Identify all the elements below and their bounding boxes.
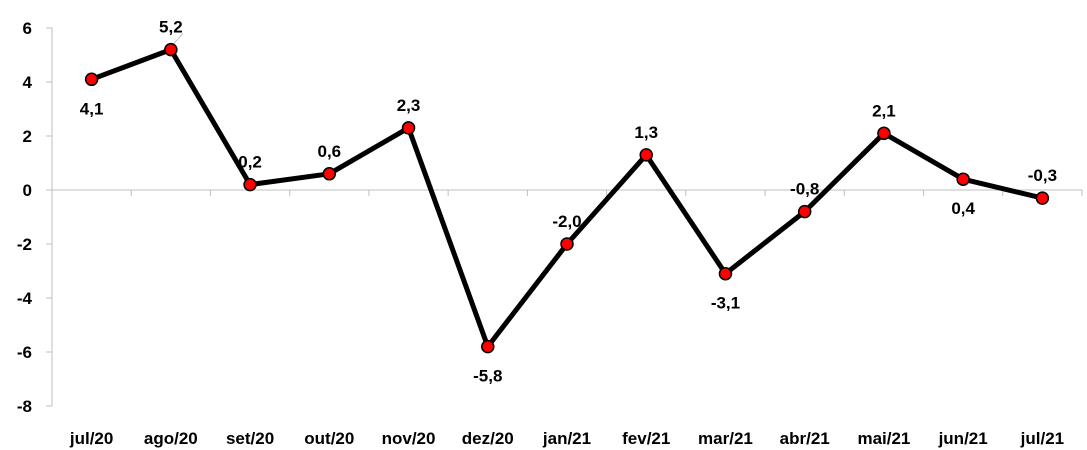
x-tick-label: jun/21 <box>938 429 988 448</box>
data-point <box>84 72 99 87</box>
data-label: -0,8 <box>790 180 819 199</box>
x-tick-label: jul/21 <box>1020 429 1064 448</box>
data-label: 0,2 <box>238 153 262 172</box>
y-tick-label: 2 <box>23 127 32 146</box>
data-label: -5,8 <box>473 367 502 386</box>
data-label: -2,0 <box>552 212 581 231</box>
x-tick-label: jan/21 <box>542 429 591 448</box>
x-tick-label: out/20 <box>304 429 354 448</box>
data-point <box>956 172 970 186</box>
data-markers <box>84 42 1050 354</box>
data-point <box>877 126 891 141</box>
x-tick-label: fev/21 <box>622 429 670 448</box>
data-point <box>718 266 733 281</box>
y-tick-label: 6 <box>23 19 32 38</box>
data-point <box>797 204 812 219</box>
data-label: 1,3 <box>634 123 658 142</box>
x-tick-label: abr/21 <box>780 429 830 448</box>
y-tick-label: 4 <box>23 73 33 92</box>
series-line-path <box>89 47 1045 350</box>
y-tick-label: 0 <box>23 181 32 200</box>
data-label: -0,3 <box>1028 166 1057 185</box>
label-leader-line <box>173 33 184 44</box>
data-labels: 4,1 5,2 0,2 0,6 2,3 -5,8 -2,0 1,3 -3,1 -0,8 2,1 0,4… <box>80 18 1057 386</box>
x-tick-label: ago/20 <box>144 429 198 448</box>
series-line <box>89 47 1045 350</box>
data-label: -3,1 <box>711 294 740 313</box>
data-point <box>481 339 495 354</box>
y-tick-label: -4 <box>17 289 33 308</box>
y-tick-label: -8 <box>17 397 32 416</box>
x-tick-label: mai/21 <box>857 429 910 448</box>
data-label: 0,4 <box>951 199 975 218</box>
x-tick-label: dez/20 <box>462 429 514 448</box>
x-tick-label: mar/21 <box>698 429 753 448</box>
axes: 6 4 2 0 -2 -4 -6 -8 jul/20 ago/20 set/20 out/20 nov/… <box>17 19 1083 448</box>
data-label: 2,1 <box>872 101 896 120</box>
x-tick-label: set/20 <box>226 429 274 448</box>
data-point <box>164 42 178 57</box>
x-tick-label: jul/20 <box>69 429 113 448</box>
data-point <box>243 177 257 192</box>
data-label: 0,6 <box>317 142 341 161</box>
data-point <box>322 167 337 181</box>
y-tick-label: -6 <box>17 343 32 362</box>
y-tick-label: -2 <box>17 235 32 254</box>
data-point <box>1035 191 1050 205</box>
data-point <box>639 148 653 162</box>
data-label: 2,3 <box>397 96 421 115</box>
data-point <box>560 237 574 251</box>
data-label: 4,1 <box>80 99 104 118</box>
data-point <box>401 121 416 135</box>
x-tick-label: nov/20 <box>382 429 436 448</box>
data-label: 5,2 <box>159 18 183 37</box>
